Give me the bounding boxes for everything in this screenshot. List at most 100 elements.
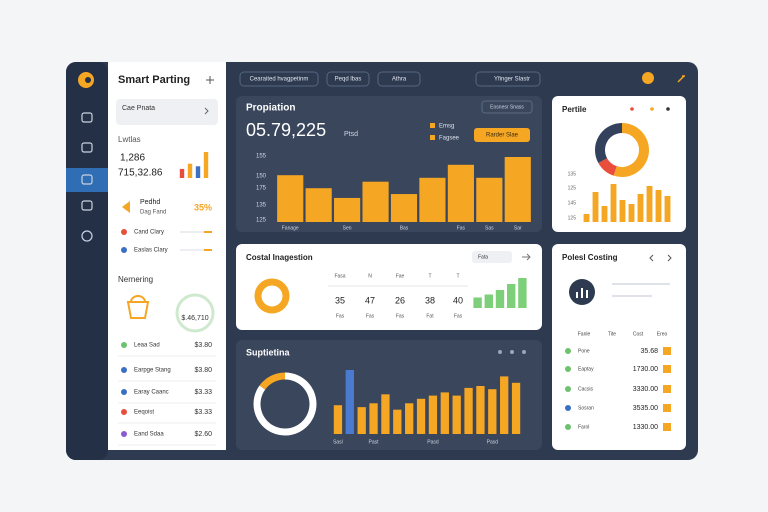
item-label: Earpge Stang xyxy=(134,368,171,374)
col-footer: Fas xyxy=(366,313,375,319)
rail-icon[interactable] xyxy=(81,174,93,185)
bar xyxy=(592,192,599,222)
control[interactable] xyxy=(481,100,533,114)
panel-dot xyxy=(510,350,514,354)
nav-arrows[interactable] xyxy=(649,254,672,262)
bar xyxy=(476,386,485,434)
item-dot xyxy=(121,431,127,437)
dynamic: Cand Clary Easlas Clary Leaa Sad $3.80 Earpg… xyxy=(118,107,672,446)
bar xyxy=(369,403,378,434)
bar xyxy=(440,392,449,434)
bar xyxy=(664,196,671,222)
x-label: Sen xyxy=(343,225,352,231)
row-value: 3330.00 xyxy=(633,386,658,393)
row-value: 35.68 xyxy=(640,348,658,355)
bar xyxy=(476,177,503,222)
bar xyxy=(381,394,390,434)
panel-title: Pertile xyxy=(562,105,587,114)
panel-arrow[interactable] xyxy=(522,253,531,261)
rail-icon[interactable] xyxy=(81,112,93,123)
legend-label: Fagsee xyxy=(439,136,460,142)
item-dot xyxy=(121,389,127,395)
top-button[interactable] xyxy=(239,71,319,87)
panel-title: Costal Inagestion xyxy=(246,253,313,262)
col-value: 40 xyxy=(453,295,463,305)
row-dot xyxy=(565,366,571,372)
row-name: Sosran xyxy=(578,405,594,411)
rail-icon[interactable] xyxy=(81,142,93,153)
top-button[interactable] xyxy=(377,71,421,87)
col-footer: Fat xyxy=(426,313,434,319)
bar xyxy=(305,188,332,222)
placeholder-lines xyxy=(612,283,670,297)
bar xyxy=(416,398,426,434)
row-swatch xyxy=(663,404,671,412)
panel-icon-bars xyxy=(576,288,588,298)
avatar[interactable] xyxy=(642,72,654,84)
x-label: Bas xyxy=(400,225,409,231)
bar xyxy=(619,200,626,222)
x-label: Sar xyxy=(514,225,522,231)
col-header: N xyxy=(368,273,372,279)
bar xyxy=(447,164,474,222)
button[interactable] xyxy=(474,128,530,142)
y-label: 150 xyxy=(256,174,267,180)
row-value: 1330.00 xyxy=(633,424,658,431)
button-text: Rarder Slae xyxy=(486,133,519,139)
topbar: Cearaited hvagpetinm Peqd lbas Athra Yfinge… xyxy=(239,71,541,87)
rail-icon[interactable] xyxy=(81,200,93,211)
basket-icon xyxy=(126,295,150,319)
control-text: Eosnesr Snass xyxy=(490,104,524,110)
promo-subtitle: Dag Fand xyxy=(140,210,166,216)
filter[interactable] xyxy=(472,251,512,263)
sidebar xyxy=(108,62,226,450)
y-label: 135 xyxy=(256,203,267,209)
bar xyxy=(277,175,304,222)
y-label: 155 xyxy=(256,154,267,160)
col-footer: Fas xyxy=(454,313,463,319)
col-header: Fanle xyxy=(578,331,591,337)
col-header: T xyxy=(428,273,431,279)
row-value: 1730.00 xyxy=(633,366,658,373)
donut-segment xyxy=(595,123,623,164)
top-button[interactable] xyxy=(326,71,370,87)
search-box[interactable] xyxy=(116,99,218,125)
row-name: Cacsis xyxy=(578,386,594,392)
donut-segment xyxy=(598,157,618,176)
col-header: Cost xyxy=(633,331,644,337)
promo-value: 35% xyxy=(194,202,212,212)
panel-dot xyxy=(522,350,526,354)
bar xyxy=(628,204,635,222)
panel-title: Suptietina xyxy=(246,347,290,357)
row-name: Eaptay xyxy=(578,366,594,372)
bar xyxy=(187,163,193,178)
top-search[interactable] xyxy=(475,71,541,87)
big-value: 05.79,225 xyxy=(246,120,326,140)
bar xyxy=(393,409,402,434)
pertile-panel xyxy=(552,96,686,232)
promo-icon xyxy=(122,201,130,213)
col-footer: Fas xyxy=(396,313,405,319)
item-label: Leaa Sad xyxy=(134,343,160,349)
rail-icon[interactable] xyxy=(81,230,93,242)
bar xyxy=(518,278,527,308)
panel-dot xyxy=(630,107,634,111)
bar xyxy=(390,194,418,222)
donut-segment xyxy=(253,372,317,436)
item-value: $3.80 xyxy=(194,367,212,374)
col-header: Fae xyxy=(396,273,405,279)
y-label: 175 xyxy=(256,186,267,192)
x-label: Past xyxy=(369,439,380,445)
bar xyxy=(362,181,389,222)
donut-segment xyxy=(259,372,286,390)
bar xyxy=(601,206,608,222)
settings-icon[interactable] xyxy=(677,75,685,83)
item-value: $3.80 xyxy=(194,342,212,349)
bar xyxy=(179,168,185,178)
bar xyxy=(419,177,446,222)
x-label: Sas xyxy=(485,225,494,231)
add-icon[interactable] xyxy=(206,76,214,84)
x-label: Pasd xyxy=(427,439,439,445)
